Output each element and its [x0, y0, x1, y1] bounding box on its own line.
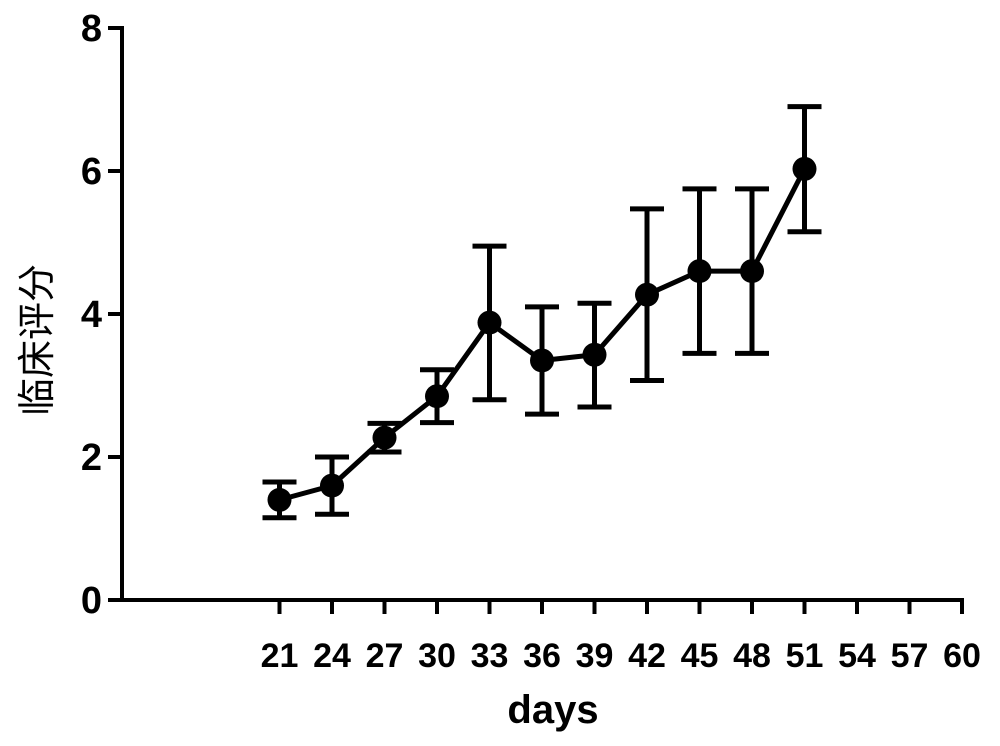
y-tick-label: 4: [81, 294, 102, 336]
data-point: [740, 259, 764, 284]
x-tick-label: 57: [891, 637, 929, 675]
y-tick-label: 6: [81, 151, 102, 193]
data-point: [477, 310, 502, 335]
data-point: [267, 487, 292, 512]
x-tick-label: 54: [838, 637, 876, 675]
data-point: [425, 384, 449, 409]
data-point: [530, 348, 554, 373]
data-point: [687, 259, 712, 284]
data-point: [792, 156, 817, 181]
data-point: [582, 342, 607, 367]
x-axis-title: days: [507, 688, 598, 732]
y-tick-label: 0: [81, 580, 102, 622]
y-axis-title: 临床评分: [15, 264, 59, 416]
x-tick-label: 30: [418, 637, 456, 675]
x-tick-label: 27: [366, 637, 404, 675]
x-tick-label: 24: [313, 637, 351, 675]
data-point: [635, 282, 659, 307]
x-tick-label: 51: [786, 637, 824, 675]
x-tick-label: 21: [261, 637, 299, 675]
y-axis-ticks: 0 2 4 6 8: [81, 8, 122, 622]
series-group: [262, 104, 822, 521]
x-tick-label: 33: [471, 637, 509, 675]
x-tick-label: 36: [523, 637, 561, 675]
y-tick-label: 2: [81, 437, 102, 479]
x-axis-ticks: 21 24 27 30 33 36 39 42 45 48 51 54 57 60: [261, 600, 981, 675]
data-point: [372, 425, 397, 450]
x-tick-label: 39: [576, 637, 614, 675]
y-tick-label: 8: [81, 8, 102, 50]
x-tick-label: 60: [943, 637, 981, 675]
data-point: [320, 473, 344, 498]
x-tick-label: 48: [733, 637, 771, 675]
x-tick-label: 45: [681, 637, 719, 675]
x-tick-label: 42: [628, 637, 666, 675]
